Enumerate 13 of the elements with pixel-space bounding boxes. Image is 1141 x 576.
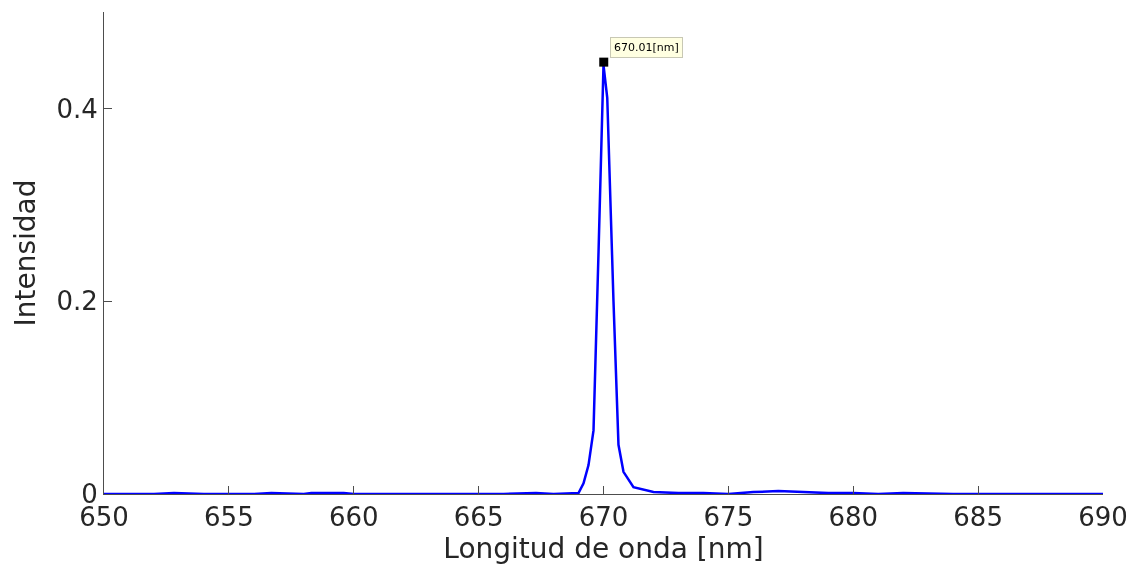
x-tick-label: 670 xyxy=(578,502,629,533)
y-axis-title: Intensidad xyxy=(9,179,43,327)
x-tick-label: 680 xyxy=(828,502,879,533)
x-axis-title: Longitud de onda [nm] xyxy=(443,532,764,566)
x-tick-label: 675 xyxy=(703,502,754,533)
y-tick-label: 0.2 xyxy=(56,286,98,317)
x-tick-label: 665 xyxy=(453,502,504,533)
x-tick-label: 690 xyxy=(1078,502,1128,533)
y-tick-label: 0.4 xyxy=(56,93,98,124)
x-tick-label: 660 xyxy=(328,502,379,533)
x-tick-label: 685 xyxy=(953,502,1003,533)
x-tick-label: 655 xyxy=(204,502,254,533)
annotation: 670.01[nm] xyxy=(614,41,679,54)
